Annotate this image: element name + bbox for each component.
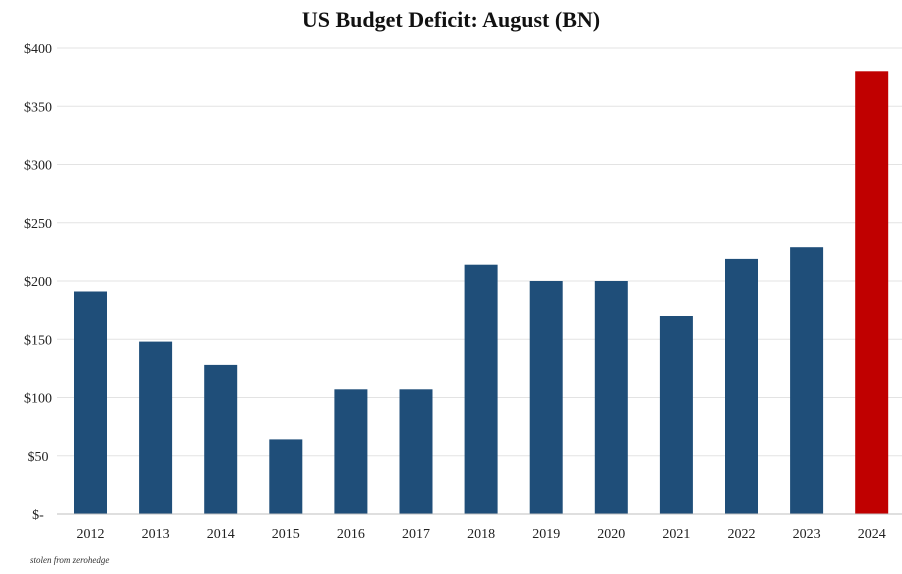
bars <box>74 71 889 515</box>
source-note: stolen from zerohedge <box>30 555 109 565</box>
chart-title: US Budget Deficit: August (BN) <box>302 7 600 32</box>
x-axis-tick-labels: 2012 2013 2014 2015 2016 2017 2018 2019 2020 2021… <box>77 527 886 542</box>
y-axis-tick-labels: $- $50 $100 $150 $200 $250 $300 $350 $400 <box>24 42 52 523</box>
bar-2023 <box>790 247 824 514</box>
x-tick-label-2022: 2022 <box>728 527 756 542</box>
x-tick-label-2019: 2019 <box>532 527 560 542</box>
y-tick-label: $150 <box>24 333 52 348</box>
bar-2015 <box>269 439 303 514</box>
bar-2018 <box>464 264 498 514</box>
bar-2020 <box>594 281 628 514</box>
bar-2022 <box>725 258 758 514</box>
y-tick-label: $350 <box>24 100 52 115</box>
bar-2013 <box>139 341 173 514</box>
bar-2017 <box>399 389 433 514</box>
bar-2019 <box>529 281 563 514</box>
y-tick-label: $- <box>32 508 44 523</box>
bar-2024 <box>855 71 889 515</box>
y-tick-label: $300 <box>24 159 52 174</box>
x-tick-label-2012: 2012 <box>77 527 105 542</box>
bar-2021 <box>659 316 693 514</box>
y-tick-label: $50 <box>28 450 49 465</box>
x-tick-label-2017: 2017 <box>402 527 430 542</box>
bar-2014 <box>204 364 238 514</box>
bar-2012 <box>74 291 107 514</box>
x-tick-label-2013: 2013 <box>142 527 170 542</box>
x-tick-label-2023: 2023 <box>793 527 821 542</box>
bar-2016 <box>334 389 368 514</box>
x-tick-label-2021: 2021 <box>662 527 690 542</box>
x-tick-label-2014: 2014 <box>207 527 235 542</box>
y-tick-label: $100 <box>24 392 52 407</box>
x-tick-label-2015: 2015 <box>272 527 300 542</box>
y-tick-label: $200 <box>24 275 52 290</box>
x-tick-label-2016: 2016 <box>337 527 365 542</box>
x-tick-label-2018: 2018 <box>467 527 495 542</box>
y-tick-label: $400 <box>24 42 52 57</box>
x-tick-label-2020: 2020 <box>597 527 625 542</box>
x-tick-label-2024: 2024 <box>858 527 886 542</box>
y-tick-label: $250 <box>24 217 52 232</box>
